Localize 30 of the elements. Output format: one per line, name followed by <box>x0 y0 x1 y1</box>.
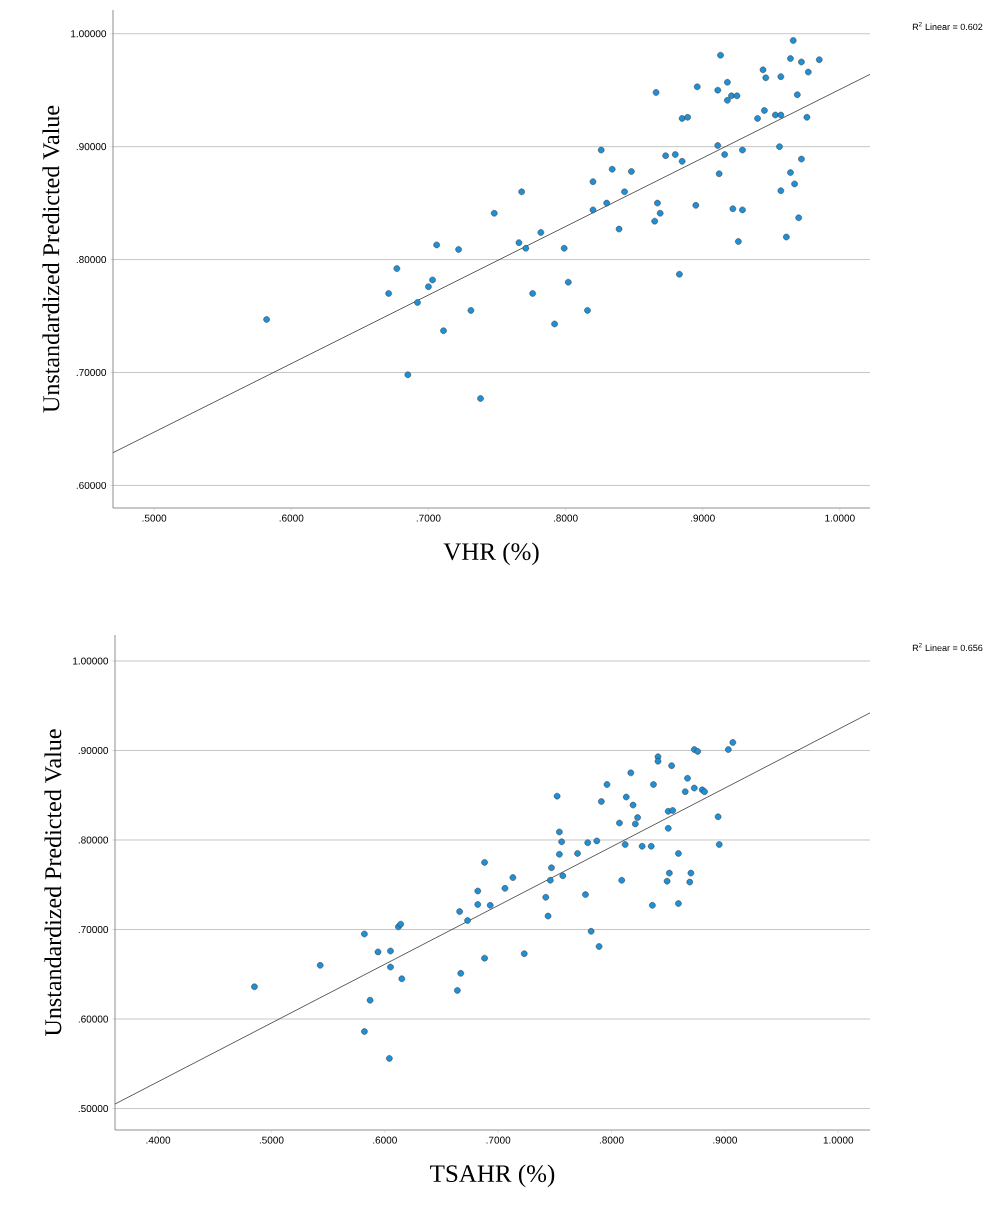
x-tick-label: .5000 <box>142 514 167 522</box>
x-tick-label: 1.0000 <box>825 514 855 522</box>
y-tick-label: .60000 <box>76 481 107 489</box>
y-tick-label: 1.00000 <box>71 30 107 38</box>
text: R$^{2}$ Linear = 0.656 <box>912 642 983 652</box>
text: R$^{2}$ Linear = 0.602 <box>912 21 983 31</box>
y-tick-label: .90000 <box>76 143 107 151</box>
y-tick-label: .70000 <box>76 368 107 377</box>
x-tick-label: .7000 <box>416 514 441 522</box>
y-tick-label: .60000 <box>78 1015 109 1023</box>
x-tick-label: .7000 <box>486 1136 511 1144</box>
y-tick-label: .90000 <box>78 746 109 755</box>
y-axis-title: Unstandardized Predicted Value <box>42 105 60 413</box>
x-tick-label: .4000 <box>146 1136 171 1144</box>
y-tick-label: 1.00000 <box>73 657 109 665</box>
x-tick-label: 1.0000 <box>823 1136 854 1144</box>
x-tick-label: .9000 <box>691 514 715 522</box>
x-axis-title: TSAHR (%) <box>430 1164 555 1188</box>
x-axis-title: VHR (%) <box>443 542 539 566</box>
y-tick-label: .70000 <box>78 925 109 934</box>
y-axis-title: Unstandardized Predicted Value <box>44 729 62 1036</box>
y-tick-label: .80000 <box>76 256 107 264</box>
x-tick-label: .6000 <box>279 514 304 522</box>
x-tick-label: .9000 <box>713 1136 738 1144</box>
x-tick-label: .8000 <box>599 1136 624 1144</box>
y-tick-label: .50000 <box>78 1105 109 1113</box>
x-tick-label: .8000 <box>553 514 578 522</box>
x-tick-label: .6000 <box>373 1136 397 1144</box>
y-tick-label: .80000 <box>78 836 109 844</box>
x-tick-label: .5000 <box>259 1136 284 1144</box>
